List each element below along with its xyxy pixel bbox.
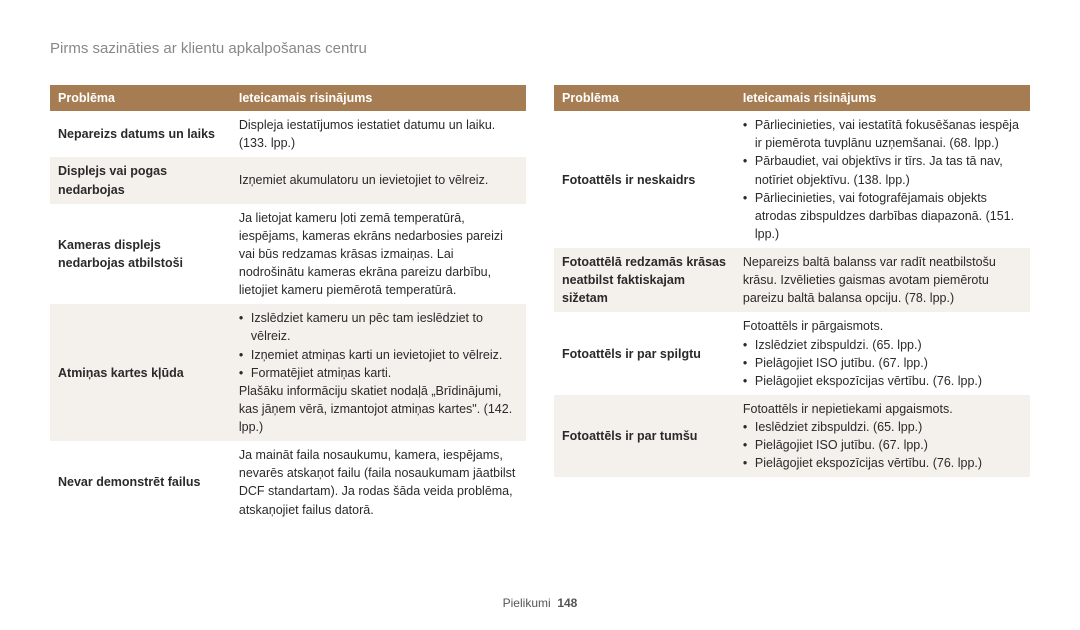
table-row: Nepareizs datums un laiksDispleja iestat…: [50, 111, 526, 157]
col-header-solution: Ieteicamais risinājums: [735, 85, 1030, 111]
solution-cell: Ja lietojat kameru ļoti zemā temperatūrā…: [231, 204, 526, 305]
footer-page-number: 148: [557, 596, 577, 610]
list-item: Pielāgojiet ekspozīcijas vērtību. (76. l…: [743, 372, 1022, 390]
col-header-solution: Ieteicamais risinājums: [231, 85, 526, 111]
list-item: Pārbaudiet, vai objektīvs ir tīrs. Ja ta…: [743, 152, 1022, 188]
page-footer: Pielikumi 148: [0, 596, 1080, 610]
col-header-problem: Problēma: [554, 85, 735, 111]
problem-cell: Kameras displejs nedarbojas atbilstoši: [50, 204, 231, 305]
list-item: Izslēdziet zibspuldzi. (65. lpp.): [743, 336, 1022, 354]
problem-cell: Nevar demonstrēt failus: [50, 441, 231, 524]
solution-cell: Nepareizs baltā balanss var radīt neatbi…: [735, 248, 1030, 312]
content-columns: Problēma Ieteicamais risinājums Nepareiz…: [50, 85, 1030, 524]
table-row: Atmiņas kartes kļūdaIzslēdziet kameru un…: [50, 304, 526, 441]
table-row: Displejs vai pogas nedarbojasIzņemiet ak…: [50, 157, 526, 203]
table-row: Kameras displejs nedarbojas atbilstošiJa…: [50, 204, 526, 305]
list-item: Ieslēdziet zibspuldzi. (65. lpp.): [743, 418, 1022, 436]
troubleshoot-table-right: Problēma Ieteicamais risinājums Fotoattē…: [554, 85, 1030, 477]
problem-cell: Fotoattēlā redzamās krāsas neatbilst fak…: [554, 248, 735, 312]
solution-cell: Displeja iestatījumos iestatiet datumu u…: [231, 111, 526, 157]
problem-cell: Nepareizs datums un laiks: [50, 111, 231, 157]
problem-cell: Fotoattēls ir par spilgtu: [554, 312, 735, 395]
list-item: Pielāgojiet ISO jutību. (67. lpp.): [743, 436, 1022, 454]
problem-cell: Fotoattēls ir neskaidrs: [554, 111, 735, 248]
list-item: Pielāgojiet ISO jutību. (67. lpp.): [743, 354, 1022, 372]
list-item: Formatējiet atmiņas karti.: [239, 364, 518, 382]
right-column: Problēma Ieteicamais risinājums Fotoattē…: [554, 85, 1030, 524]
solution-cell: Ja maināt faila nosaukumu, kamera, iespē…: [231, 441, 526, 524]
page-title: Pirms sazināties ar klientu apkalpošanas…: [50, 40, 1030, 57]
solution-cell: Fotoattēls ir pārgaismots.Izslēdziet zib…: [735, 312, 1030, 395]
list-item: Pārliecinieties, vai iestatītā fokusēšan…: [743, 116, 1022, 152]
table-row: Fotoattēls ir neskaidrsPārliecinieties, …: [554, 111, 1030, 248]
table-row: Fotoattēls ir par spilgtuFotoattēls ir p…: [554, 312, 1030, 395]
troubleshoot-table-left: Problēma Ieteicamais risinājums Nepareiz…: [50, 85, 526, 524]
footer-section-label: Pielikumi: [503, 596, 551, 610]
problem-cell: Displejs vai pogas nedarbojas: [50, 157, 231, 203]
solution-cell: Izslēdziet kameru un pēc tam ieslēdziet …: [231, 304, 526, 441]
col-header-problem: Problēma: [50, 85, 231, 111]
left-column: Problēma Ieteicamais risinājums Nepareiz…: [50, 85, 526, 524]
table-row: Fotoattēlā redzamās krāsas neatbilst fak…: [554, 248, 1030, 312]
list-item: Izņemiet atmiņas karti un ievietojiet to…: [239, 346, 518, 364]
solution-cell: Pārliecinieties, vai iestatītā fokusēšan…: [735, 111, 1030, 248]
table-row: Nevar demonstrēt failusJa maināt faila n…: [50, 441, 526, 524]
table-row: Fotoattēls ir par tumšuFotoattēls ir nep…: [554, 395, 1030, 478]
solution-cell: Izņemiet akumulatoru un ievietojiet to v…: [231, 157, 526, 203]
list-item: Izslēdziet kameru un pēc tam ieslēdziet …: [239, 309, 518, 345]
problem-cell: Fotoattēls ir par tumšu: [554, 395, 735, 478]
list-item: Pielāgojiet ekspozīcijas vērtību. (76. l…: [743, 454, 1022, 472]
list-item: Pārliecinieties, vai fotografējamais obj…: [743, 189, 1022, 243]
problem-cell: Atmiņas kartes kļūda: [50, 304, 231, 441]
solution-cell: Fotoattēls ir nepietiekami apgaismots.Ie…: [735, 395, 1030, 478]
